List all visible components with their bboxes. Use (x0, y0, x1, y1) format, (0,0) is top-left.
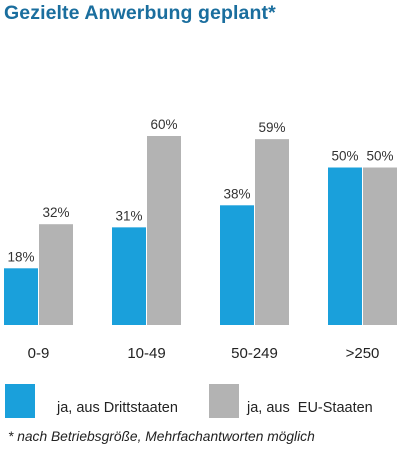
x-tick-label-3: >250 (346, 345, 380, 362)
bar-chart: 18% 32% 0-9 31% 60% 10-49 38% 59% 50-249 50% 50% >2… (4, 117, 397, 362)
bar-drittstaaten-0 (4, 268, 38, 325)
legend-label-eu-staaten: ja, aus EU-Staaten (247, 400, 373, 416)
x-tick-label-1: 10-49 (127, 345, 165, 362)
legend: ja, aus Drittstaaten ja, aus EU-Staaten (0, 384, 400, 418)
bar-eu-staaten-0 (39, 224, 73, 325)
data-label-drittstaaten-1: 31% (115, 208, 142, 223)
legend-swatch-eu-staaten (209, 384, 239, 418)
data-label-drittstaaten-3: 50% (331, 149, 358, 164)
bar-eu-staaten-2 (255, 139, 289, 325)
bar-drittstaaten-3 (328, 167, 362, 325)
bar-eu-staaten-3 (363, 167, 397, 325)
bar-eu-staaten-1 (147, 136, 181, 325)
x-tick-label-2: 50-249 (231, 345, 278, 362)
bar-drittstaaten-1 (112, 227, 146, 325)
data-label-eu-staaten-3: 50% (366, 149, 393, 164)
x-tick-label-0: 0-9 (28, 345, 50, 362)
legend-label-drittstaaten: ja, aus Drittstaaten (57, 400, 178, 416)
data-label-eu-staaten-0: 32% (42, 205, 69, 220)
chart-title: Gezielte Anwerbung geplant* (4, 2, 276, 24)
bar-drittstaaten-2 (220, 205, 254, 325)
data-label-drittstaaten-0: 18% (7, 249, 34, 264)
data-label-eu-staaten-1: 60% (150, 117, 177, 132)
data-label-eu-staaten-2: 59% (258, 120, 285, 135)
footnote: * nach Betriebsgröße, Mehrfachantworten … (8, 429, 315, 444)
data-label-drittstaaten-2: 38% (223, 186, 250, 201)
legend-swatch-drittstaaten (5, 384, 35, 418)
